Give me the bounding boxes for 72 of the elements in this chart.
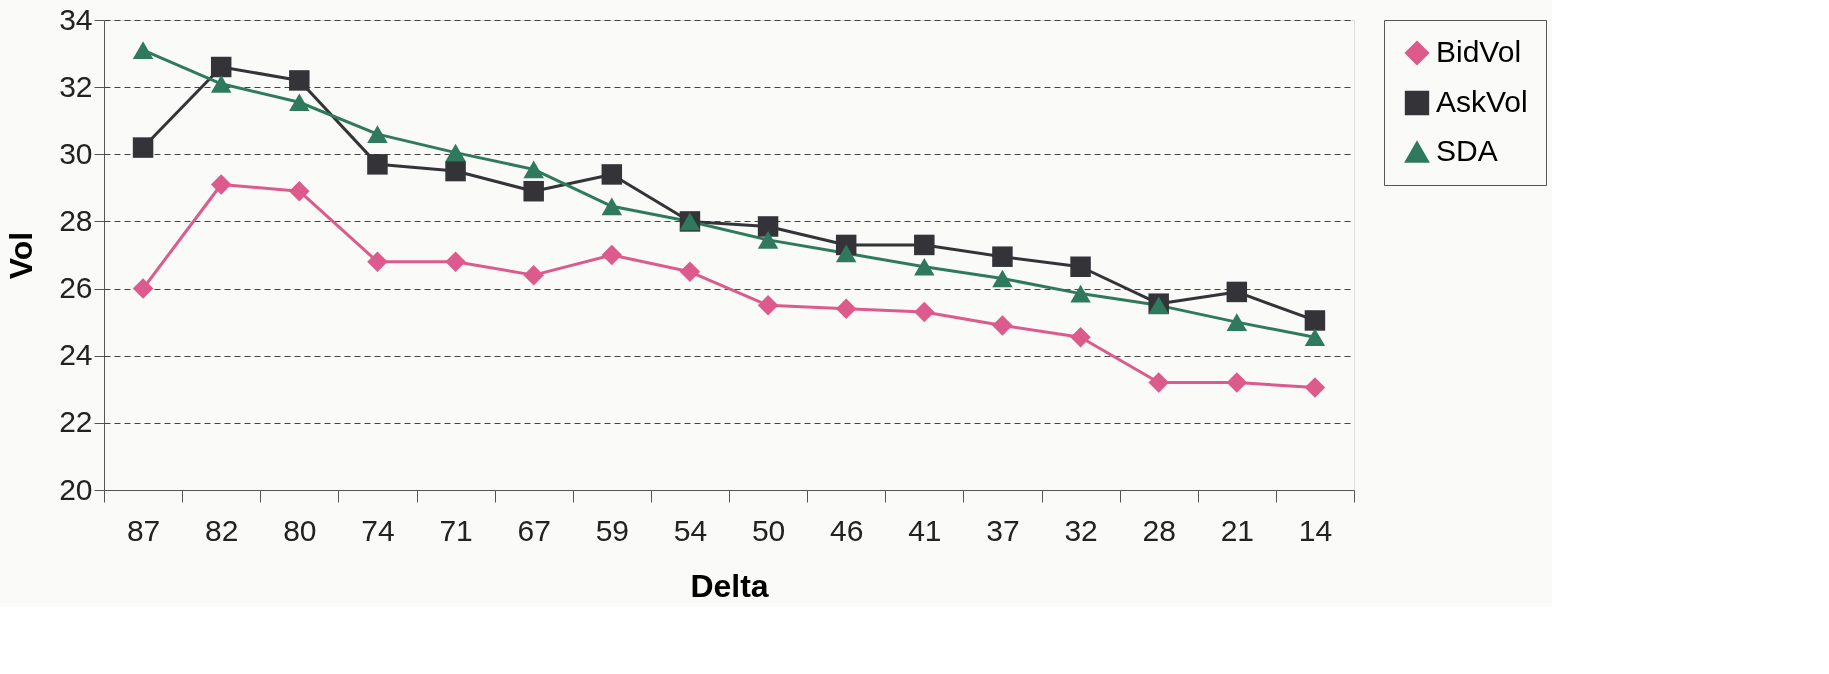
x-tick-label: 54 [673, 513, 708, 547]
point [914, 301, 935, 323]
point [679, 261, 701, 283]
point [1304, 377, 1326, 398]
point [132, 41, 154, 60]
point [367, 251, 388, 272]
point [1226, 313, 1248, 332]
point [914, 234, 935, 256]
point [757, 216, 779, 237]
y-axis-title: Vol [3, 231, 40, 280]
x-tick-label: 41 [908, 513, 942, 547]
point [1070, 256, 1091, 277]
point [992, 246, 1013, 267]
legend-label: BidVol [1436, 35, 1522, 68]
point [1304, 328, 1326, 347]
point [1148, 372, 1169, 393]
point [523, 180, 544, 202]
point [367, 154, 388, 175]
point [835, 244, 857, 263]
x-axis-title: Delta [690, 567, 769, 604]
x-tick-label: 59 [595, 513, 629, 547]
x-tick-label: 21 [1220, 513, 1254, 547]
point [132, 137, 154, 158]
y-tick-label: 22 [59, 405, 93, 439]
y-tick-label: 30 [59, 136, 93, 170]
point [601, 244, 623, 266]
point [992, 315, 1013, 336]
y-tick-label: 20 [59, 472, 93, 506]
x-tick-label: 80 [283, 513, 317, 547]
x-tick-label: 28 [1142, 513, 1176, 547]
x-tick-label: 32 [1064, 513, 1098, 547]
x-tick-label: 67 [517, 513, 551, 547]
point [992, 269, 1013, 288]
x-tick-label: 14 [1298, 513, 1333, 547]
x-tick-label: 74 [361, 513, 395, 547]
point [445, 251, 466, 272]
point [914, 257, 935, 276]
x-tick-label: 50 [751, 513, 786, 547]
point [601, 197, 623, 216]
x-tick-label: 71 [439, 513, 473, 547]
legend-label: AskVol [1436, 85, 1528, 118]
point [1226, 281, 1248, 303]
y-tick-label: 34 [59, 2, 93, 36]
point [210, 74, 232, 93]
point [210, 56, 232, 78]
point [445, 160, 466, 182]
point [835, 298, 857, 319]
point [523, 264, 544, 286]
point [1226, 372, 1248, 393]
y-tick-label: 32 [59, 69, 93, 103]
point [289, 93, 310, 112]
point [601, 164, 623, 185]
point [289, 180, 310, 202]
x-tick-label: 82 [205, 513, 239, 547]
point [523, 160, 544, 179]
point [367, 125, 388, 144]
y-tick-label: 24 [59, 338, 93, 372]
point [757, 295, 779, 316]
point [289, 70, 310, 91]
point [1070, 284, 1091, 303]
x-tick-label: 87 [126, 513, 161, 547]
point [210, 174, 232, 195]
y-tick-label: 26 [59, 271, 93, 305]
point [132, 278, 154, 299]
x-tick-label: 46 [830, 513, 864, 547]
y-tick-label: 28 [59, 203, 93, 237]
legend-label: SDA [1436, 134, 1498, 167]
point [1304, 310, 1326, 331]
point [757, 231, 779, 249]
point [1070, 327, 1091, 348]
point [445, 143, 466, 162]
x-tick-label: 37 [986, 513, 1020, 547]
